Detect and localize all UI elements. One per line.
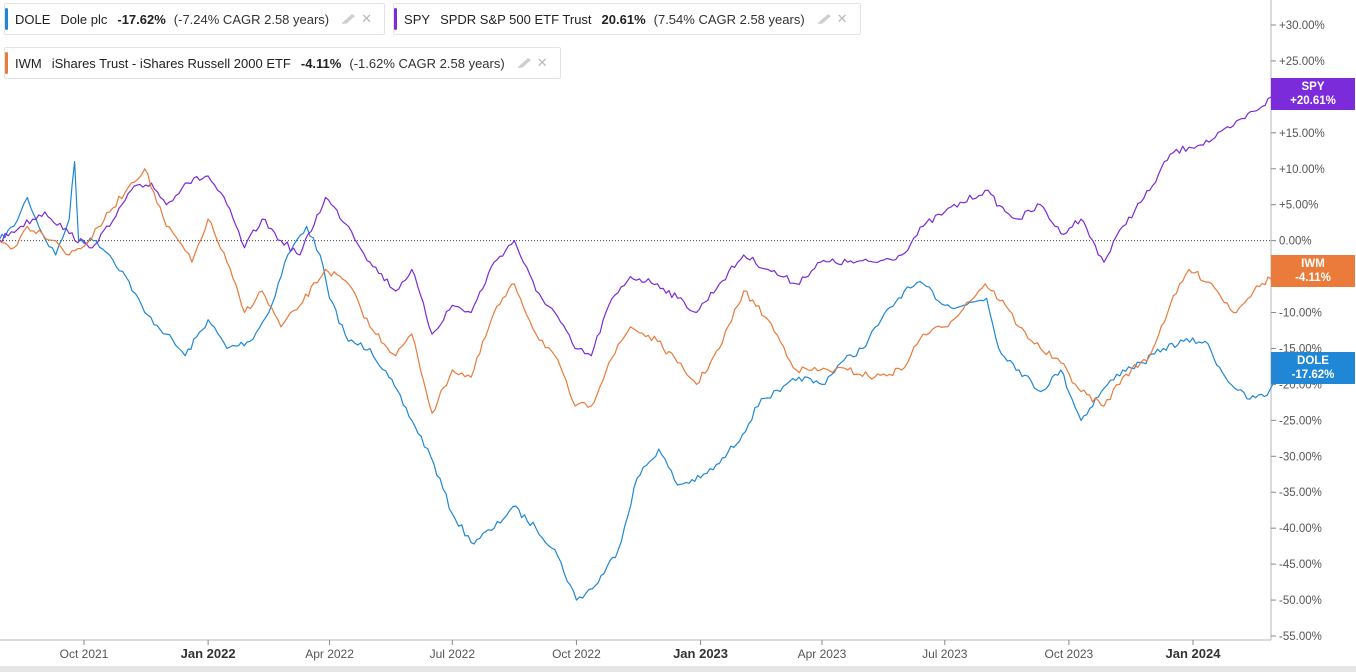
y-tick-label: -40.00% [1279,523,1322,535]
y-tick-label: -30.00% [1279,451,1322,463]
legend-return: -4.11% [300,55,342,71]
legend-item-iwm[interactable]: IWM iShares Trust - iShares Russell 2000… [4,47,561,79]
x-tick-label: Apr 2022 [305,647,354,661]
close-icon[interactable]: ✕ [536,55,548,70]
series-line-dole [0,161,1280,601]
x-tick-label: Jul 2022 [430,647,476,661]
y-tick-label: +30.00% [1279,20,1325,32]
legend-ticker: SPY [404,11,431,27]
legend-cagr: (7.54% CAGR 2.58 years) [653,11,805,27]
end-tag-ticker: SPY [1301,81,1325,93]
x-tick-label: Oct 2023 [1045,647,1094,661]
series-line-spy [0,91,1280,357]
y-tick-label: +15.00% [1279,128,1325,140]
legend-item-dole[interactable]: DOLE Dole plc -17.62% (-7.24% CAGR 2.58 … [4,3,386,35]
end-tag-value: -4.11% [1295,272,1331,284]
end-tag-value: -17.62% [1291,369,1335,381]
legend-return: 20.61% [601,11,646,27]
x-tick-label: Jan 2024 [1166,646,1222,661]
scroll-track [0,666,1356,672]
y-tick-label: -35.00% [1279,487,1322,499]
legend-row-2: IWM iShares Trust - iShares Russell 2000… [4,47,561,79]
y-tick-label: +25.00% [1279,56,1325,68]
legend-name: Dole plc [60,11,108,27]
legend-return: -17.62% [117,11,166,27]
legend-row-1: DOLE Dole plc -17.62% (-7.24% CAGR 2.58 … [4,3,861,35]
end-tag-spy: SPY +20.61% [1271,78,1355,110]
y-tick-label: 0.00% [1279,236,1312,248]
end-tag-iwm: IWM -4.11% [1271,255,1355,287]
x-tick-label: Jul 2023 [922,647,968,661]
legend-ticker: DOLE [15,11,51,27]
legend-name: iShares Trust - iShares Russell 2000 ETF [51,55,291,71]
y-axis: +30.00%+25.00%+20.00%+15.00%+10.00%+5.00… [1270,0,1325,643]
end-tag-ticker: IWM [1301,258,1325,270]
y-tick-label: -55.00% [1279,631,1322,643]
x-axis: Oct 2021 Jan 2022 Apr 2022 Jul 2022 Oct 2022… [0,639,1271,661]
x-tick-label: Apr 2023 [798,647,847,661]
x-tick-label: Jan 2023 [673,646,728,661]
legend-cagr: (-1.62% CAGR 2.58 years) [349,55,505,71]
legend-ticker: IWM [15,55,42,71]
legend-item-spy[interactable]: SPY SPDR S&P 500 ETF Trust 20.61% (7.54%… [393,3,861,35]
legend-name: SPDR S&P 500 ETF Trust [440,11,592,27]
series-lines [0,91,1280,601]
end-tag-value: +20.61% [1290,95,1336,107]
end-tag-dole: DOLE -17.62% [1271,352,1355,384]
close-icon[interactable]: ✕ [361,11,373,26]
end-tag-ticker: DOLE [1297,355,1329,367]
y-tick-label: -50.00% [1279,595,1322,607]
y-tick-label: -25.00% [1279,415,1322,427]
x-tick-label: Oct 2022 [552,647,601,661]
x-tick-label: Oct 2021 [60,647,109,661]
pen-icon[interactable] [341,12,357,27]
y-tick-label: +5.00% [1279,200,1318,212]
close-icon[interactable]: ✕ [836,11,848,26]
legend-swatch-iwm [5,52,8,74]
pen-icon[interactable] [817,12,833,27]
y-tick-label: -45.00% [1279,559,1322,571]
legend-swatch-spy [394,8,398,30]
series-line-iwm [0,168,1280,414]
legend-cagr: (-7.24% CAGR 2.58 years) [173,11,330,27]
y-tick-label: +10.00% [1279,164,1325,176]
pen-icon[interactable] [517,56,533,71]
legend-swatch-dole [5,8,8,30]
y-tick-label: -10.00% [1279,308,1322,320]
x-tick-label: Jan 2022 [181,646,236,661]
